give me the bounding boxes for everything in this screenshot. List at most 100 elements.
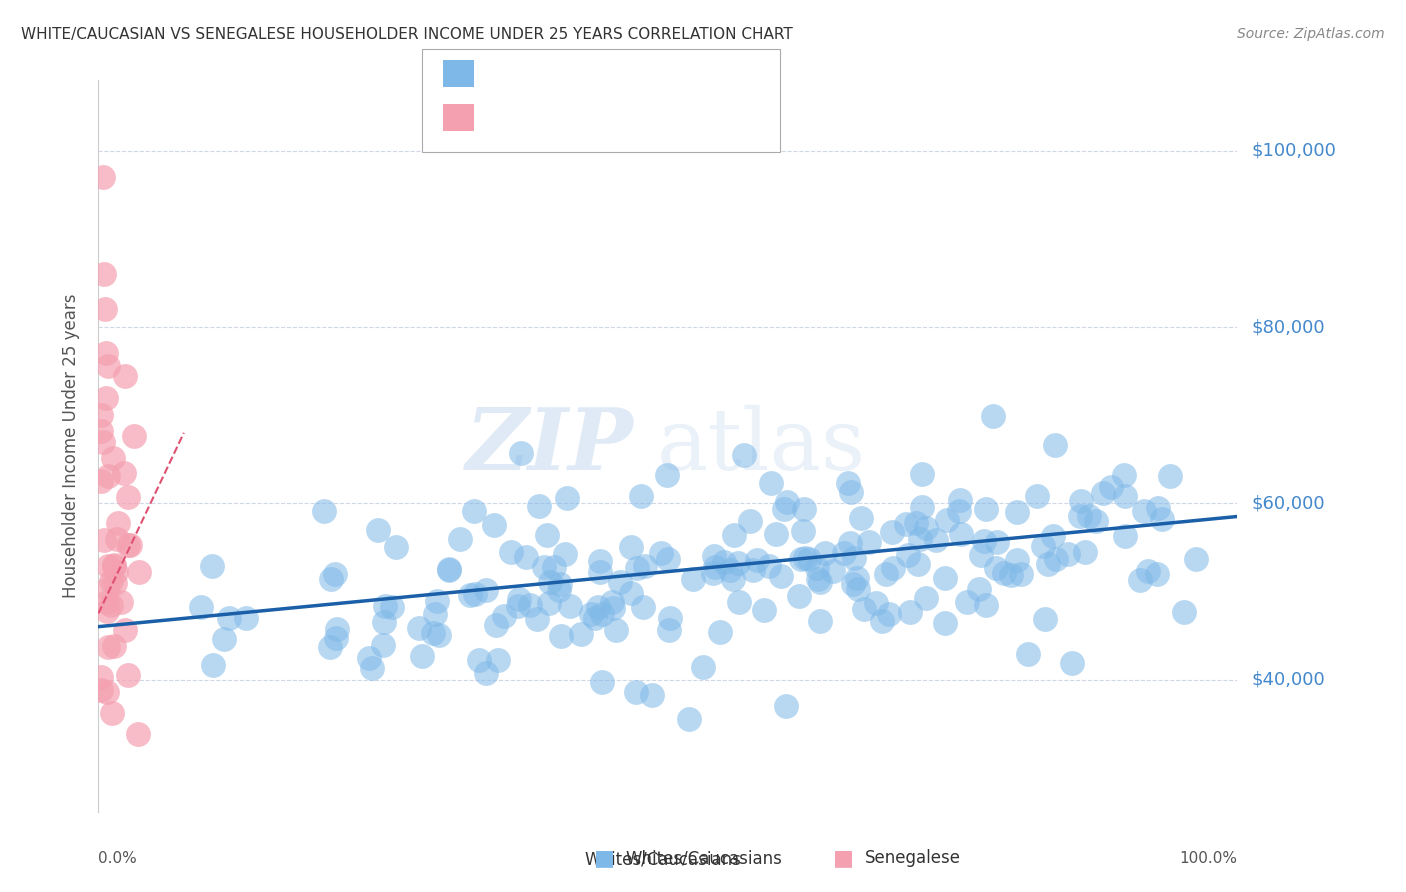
Point	[745, 552, 768, 566]
Point	[794, 550, 817, 565]
Point	[96, 595, 118, 609]
Point	[984, 560, 1007, 574]
Point	[839, 485, 862, 500]
Point	[235, 611, 257, 625]
Point	[218, 611, 240, 625]
Point	[96, 685, 118, 699]
Point	[314, 503, 336, 517]
Text: ■: ■	[834, 848, 853, 868]
Point	[1000, 567, 1022, 582]
Text: Senegalese: Senegalese	[865, 849, 960, 867]
Point	[974, 598, 997, 612]
Point	[1033, 612, 1056, 626]
Point	[547, 582, 569, 597]
Point	[319, 640, 342, 654]
Point	[877, 607, 900, 621]
Point	[93, 533, 115, 548]
Point	[904, 516, 927, 530]
Point	[91, 170, 114, 185]
Text: 197: 197	[628, 64, 666, 82]
Point	[437, 563, 460, 577]
Point	[120, 538, 142, 552]
Text: N =: N =	[578, 109, 630, 127]
Point	[934, 616, 956, 631]
Text: R =: R =	[482, 109, 522, 127]
Point	[752, 603, 775, 617]
Point	[1070, 493, 1092, 508]
Point	[96, 346, 118, 360]
Point	[832, 546, 855, 560]
Text: 0.170: 0.170	[524, 109, 581, 127]
Point	[713, 555, 735, 569]
Point	[851, 511, 873, 525]
Point	[865, 597, 887, 611]
Point	[718, 563, 741, 577]
Point	[769, 568, 792, 582]
Point	[104, 575, 127, 590]
Point	[1078, 509, 1101, 524]
Point	[536, 527, 558, 541]
Point	[373, 615, 395, 630]
Point	[105, 532, 128, 546]
Text: $100,000: $100,000	[1251, 142, 1336, 160]
Point	[589, 554, 612, 568]
Point	[97, 640, 120, 654]
Point	[682, 572, 704, 586]
Point	[807, 572, 830, 586]
Point	[609, 575, 631, 590]
Point	[773, 501, 796, 516]
Point	[602, 601, 624, 615]
Point	[741, 563, 763, 577]
Point	[506, 599, 529, 614]
Point	[925, 533, 948, 547]
Point	[96, 604, 118, 618]
Point	[641, 688, 664, 702]
Point	[190, 599, 212, 614]
Point	[657, 468, 679, 483]
Point	[100, 598, 122, 612]
Point	[983, 409, 1005, 423]
Point	[90, 475, 112, 489]
Point	[659, 611, 682, 625]
Text: ZIP: ZIP	[465, 404, 634, 488]
Point	[449, 533, 471, 547]
Point	[758, 558, 780, 573]
Point	[678, 712, 700, 726]
Point	[357, 651, 380, 665]
Point	[537, 596, 560, 610]
Point	[533, 559, 555, 574]
Point	[967, 582, 990, 597]
Point	[201, 658, 224, 673]
Point	[776, 495, 799, 509]
Point	[898, 605, 921, 619]
Point	[1129, 573, 1152, 587]
Point	[325, 632, 347, 646]
Point	[117, 538, 139, 552]
Point	[727, 556, 749, 570]
Point	[569, 626, 592, 640]
Text: WHITE/CAUCASIAN VS SENEGALESE HOUSEHOLDER INCOME UNDER 25 YEARS CORRELATION CHAR: WHITE/CAUCASIAN VS SENEGALESE HOUSEHOLDE…	[21, 27, 793, 42]
Point	[117, 668, 139, 682]
Point	[907, 557, 929, 571]
Point	[1005, 505, 1028, 519]
Point	[605, 623, 627, 637]
Point	[499, 545, 522, 559]
Point	[114, 623, 136, 637]
Point	[527, 499, 550, 513]
Point	[1114, 489, 1136, 503]
Text: Whites/Caucasians: Whites/Caucasians	[626, 849, 783, 867]
Point	[624, 684, 647, 698]
Point	[526, 612, 548, 626]
Point	[973, 534, 995, 549]
Text: 100.0%: 100.0%	[1180, 851, 1237, 865]
Point	[657, 552, 679, 566]
Point	[631, 599, 654, 614]
Text: Source: ZipAtlas.com: Source: ZipAtlas.com	[1237, 27, 1385, 41]
Point	[808, 614, 831, 628]
Point	[543, 560, 565, 574]
Point	[733, 448, 755, 462]
Point	[1042, 529, 1064, 543]
Point	[950, 526, 973, 541]
Text: N =: N =	[578, 64, 630, 82]
Point	[114, 369, 136, 384]
